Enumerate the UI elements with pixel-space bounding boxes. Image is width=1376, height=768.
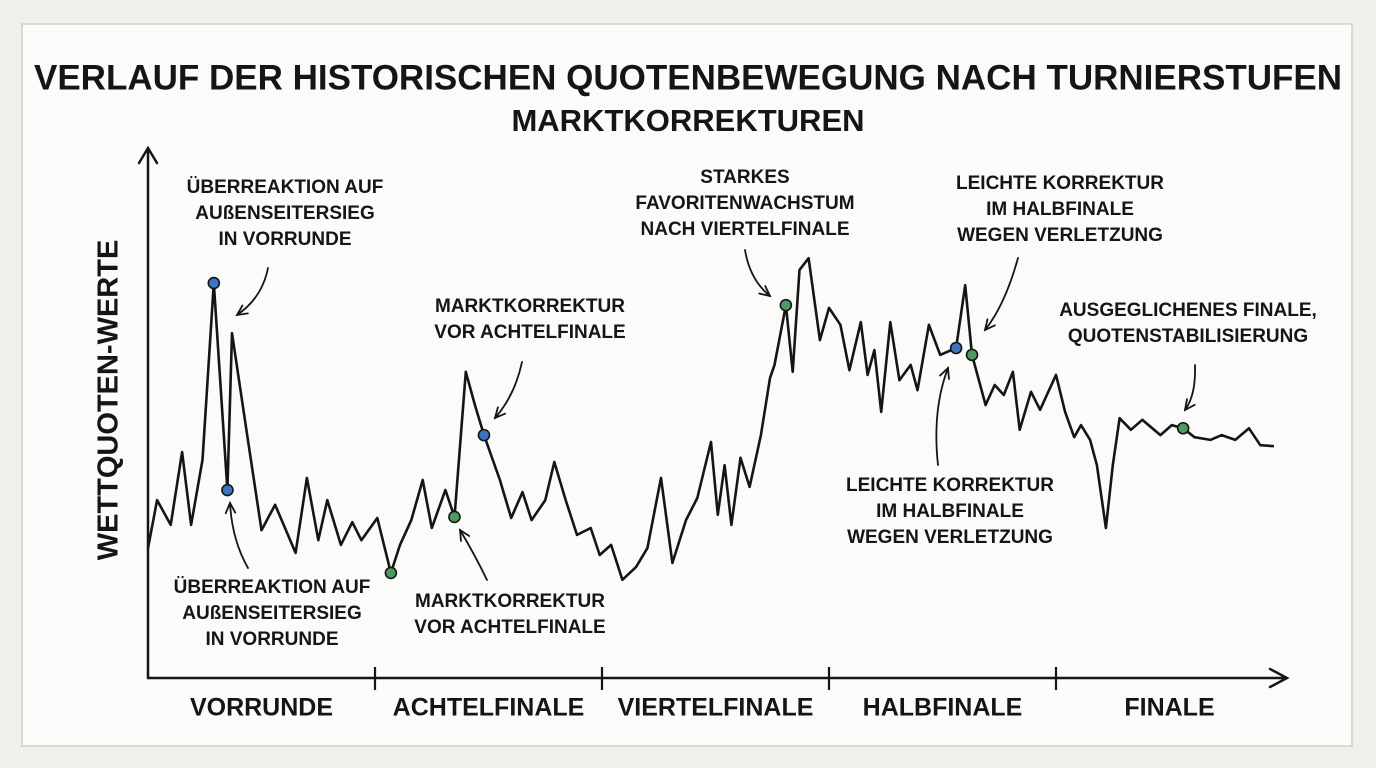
- annotation-arrow: [744, 249, 771, 297]
- panel: [21, 23, 1353, 747]
- y-axis-label: WETTQUOTEN-WERTE: [93, 240, 125, 561]
- annotation-text: MARKTKORREKTUR: [435, 296, 625, 317]
- arrow-head: [458, 528, 471, 542]
- annotation-text: IN VORRUNDE: [218, 229, 351, 250]
- highlight-marker: [477, 428, 491, 442]
- annotation-text: STARKES: [700, 167, 789, 188]
- annotation-text: ÜBERREAKTION AUF: [174, 577, 371, 598]
- annotation-text: LEICHTE KORREKTUR: [846, 475, 1054, 496]
- x-axis: [146, 667, 1290, 689]
- annotation-text: VOR ACHTELFINALE: [434, 322, 625, 343]
- annotation-text: AUßENSEITERSIEG: [182, 603, 361, 624]
- annotation-arrow: [1184, 364, 1196, 411]
- axes: [137, 145, 1290, 689]
- x-tick-label: VIERTELFINALE: [618, 694, 814, 722]
- highlight-marker: [949, 341, 963, 355]
- annotation-text: LEICHTE KORREKTUR: [956, 173, 1164, 194]
- annotation-text: AUSGEGLICHENES FINALE,: [1059, 300, 1317, 321]
- chart-title: VERLAUF DER HISTORISCHEN QUOTENBEWEGUNG …: [34, 58, 1342, 97]
- arrow-head: [224, 500, 237, 515]
- annotation-arrow: [229, 502, 249, 569]
- annotation-text: FAVORITENWACHSTUM: [635, 193, 854, 214]
- highlight-marker: [221, 483, 234, 497]
- annotation-arrow: [236, 267, 269, 316]
- line: [146, 256, 1274, 582]
- highlight-marker: [207, 276, 221, 290]
- highlight-marker: [1176, 421, 1190, 435]
- annotation-text: AUßENSEITERSIEG: [195, 203, 374, 224]
- highlight-marker: [965, 348, 979, 362]
- annotation-arrow: [935, 367, 949, 466]
- annotation-text: QUOTENSTABILISIERUNG: [1068, 326, 1308, 347]
- annotation-arrow: [494, 361, 523, 419]
- arrow-head: [983, 318, 996, 332]
- arrow-head: [939, 366, 950, 380]
- annotation-arrow: [459, 529, 488, 581]
- x-tick-label: VORRUNDE: [190, 694, 333, 722]
- x-tick-label: ACHTELFINALE: [393, 694, 585, 722]
- annotation-text: VOR ACHTELFINALE: [414, 617, 605, 638]
- highlight-marker: [779, 298, 793, 312]
- annotation-text: NACH VIERTELFINALE: [641, 219, 850, 240]
- annotation-text: IN VORRUNDE: [205, 629, 338, 650]
- arrow-head: [493, 406, 507, 420]
- x-tick-label: HALBFINALE: [863, 694, 1023, 722]
- x-tick-label: FINALE: [1124, 694, 1214, 722]
- arrow-head: [235, 304, 249, 317]
- annotation-text: MARKTKORREKTUR: [415, 591, 605, 612]
- annotation-text: WEGEN VERLETZUNG: [957, 225, 1163, 246]
- annotation-text: IM HALBFINALE: [876, 501, 1024, 522]
- arrow-head: [1183, 398, 1196, 412]
- highlight-marker: [448, 510, 461, 524]
- annotation-text: ÜBERREAKTION AUF: [187, 177, 384, 198]
- annotation-text: IM HALBFINALE: [986, 199, 1134, 220]
- y-axis: [137, 145, 159, 680]
- chart-subtitle: MARKTKORREKTUREN: [511, 103, 864, 138]
- highlight-marker: [384, 566, 398, 580]
- arrow-head: [758, 285, 772, 298]
- annotation-arrow: [984, 257, 1019, 331]
- annotation-text: WEGEN VERLETZUNG: [847, 527, 1053, 548]
